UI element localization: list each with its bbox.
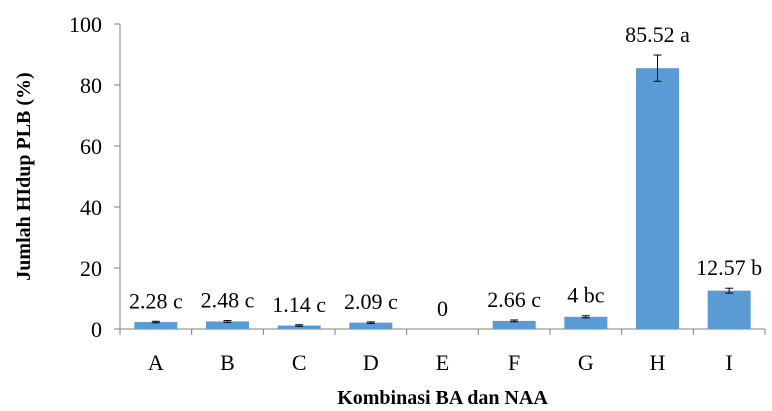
data-label-d: 2.09 c: [344, 289, 398, 314]
x-tick-label-e: E: [436, 350, 449, 375]
data-label-i: 12.57 b: [696, 255, 762, 280]
x-tick-label-h: H: [650, 350, 666, 375]
bar-b: [206, 321, 249, 329]
y-tick-label: 60: [80, 134, 102, 159]
data-label-c: 1.14 c: [272, 292, 326, 317]
data-label-h: 85.52 a: [625, 22, 690, 47]
x-tick-label-i: I: [726, 350, 733, 375]
bar-i: [707, 290, 751, 329]
x-tick-label-d: D: [363, 350, 379, 375]
x-axis-title: Kombinasi BA dan NAA: [337, 387, 548, 409]
x-tick-label-f: F: [508, 350, 520, 375]
bars: [134, 68, 751, 329]
y-tick-label: 80: [80, 73, 102, 98]
x-axis: A B C D E F G H I: [119, 328, 766, 375]
data-label-b: 2.48 c: [201, 288, 255, 313]
bar-c: [277, 325, 321, 329]
bar-f: [492, 320, 536, 329]
y-axis: 0 20 40 60 80 100: [69, 12, 121, 342]
data-label-f: 2.66 c: [487, 287, 541, 312]
x-tick-label-b: B: [220, 350, 235, 375]
bar-a: [134, 322, 178, 329]
y-tick-label: 0: [91, 317, 102, 342]
data-label-e: 0: [437, 296, 448, 321]
y-tick-label: 20: [80, 256, 102, 281]
data-labels: 2.28 c 2.48 c 1.14 c 2.09 c 0 2.66 c 4 bc 85.52…: [129, 22, 762, 321]
data-label-a: 2.28 c: [129, 288, 183, 313]
y-tick-label: 40: [80, 195, 102, 220]
x-tick-label-a: A: [148, 350, 164, 375]
data-label-g: 4 bc: [567, 283, 605, 308]
y-axis-title: Jumlah HIdup PLB (%): [13, 72, 35, 280]
x-tick-label-c: C: [292, 350, 307, 375]
x-tick-label-g: G: [578, 350, 594, 375]
y-tick-label: 100: [69, 12, 102, 37]
bar-h: [636, 68, 679, 329]
bar-g: [564, 316, 608, 329]
error-bars: [151, 54, 734, 327]
bar-d: [349, 322, 393, 329]
